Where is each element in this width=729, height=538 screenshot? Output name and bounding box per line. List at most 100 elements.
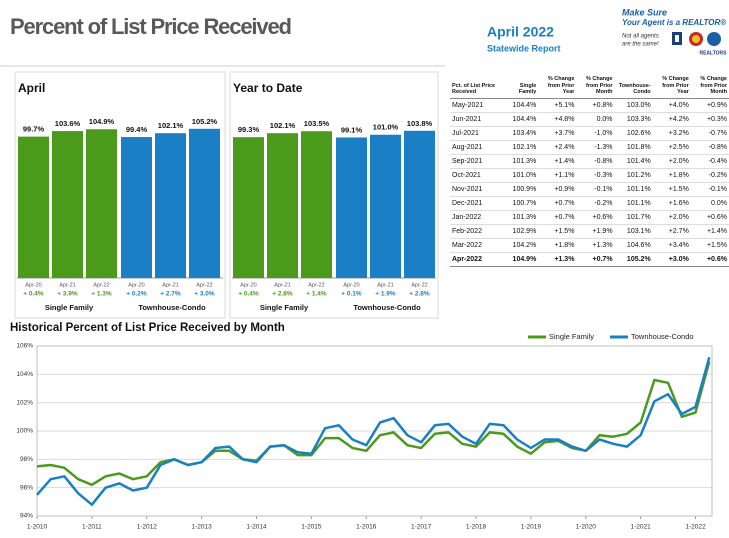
table-cell: -0.4% [690,154,729,169]
group-label: Single Family [45,303,94,312]
x-tick-label: 1-2020 [576,524,597,531]
table-cell: 102.1% [500,140,539,155]
x-tick-label: 1-2021 [631,524,652,531]
x-tick-label: 1-2018 [466,524,487,531]
table-cell: 101.3% [500,154,539,169]
table-cell: 101.1% [614,196,653,211]
table-cell: +1.4% [690,224,729,239]
table-cell: Dec-2021 [450,196,501,211]
table-cell: +0.6% [690,210,729,225]
table-cell: 103.1% [614,224,653,239]
table-cell: +3.2% [652,126,691,141]
value-label: 103.5% [304,119,330,128]
column-header: % Change from Prior Year [538,76,577,99]
change-label: + 2.8% [409,291,430,298]
table-cell: +0.7% [538,210,577,225]
table-cell: -0.7% [690,126,729,141]
column-header: % Change from Prior Year [652,76,691,99]
table-cell: -0.8% [690,140,729,155]
x-tick-label: 1-2013 [192,524,213,531]
table-cell: 104.9% [500,252,539,267]
table-cell: +1.1% [538,168,577,183]
table-cell: -0.3% [576,168,615,183]
category-label: Apr-22 [308,282,325,288]
bar [301,131,332,278]
x-tick-label: 1-2016 [356,524,377,531]
table-cell: +4.0% [652,98,691,113]
table-row: Jul-2021 103.4% +3.7% -1.0% 102.6% +3.2% -0.7% [450,126,729,141]
table-cell: 101.7% [614,210,653,225]
table-cell: +1.5% [690,238,729,253]
table-row: Nov-2021 100.9% +0.9% -0.1% 101.1% +1.5% -0.1% [450,182,729,197]
table-cell: +0.7% [538,196,577,211]
change-label: + 0.4% [23,291,44,298]
bar [404,130,435,278]
bar [155,133,186,278]
table-cell: 104.4% [500,98,539,113]
x-tick-label: 1-2015 [301,524,322,531]
table-cell: +5.1% [538,98,577,113]
chart-title: April [18,81,45,95]
bar [18,136,49,278]
x-tick-label: 1-2010 [27,524,48,531]
table-cell: Jun-2021 [450,112,501,127]
change-label: + 0.1% [341,291,362,298]
table-cell: +0.6% [576,210,615,225]
legend-label: Single Family [549,332,594,341]
bar [336,137,367,278]
table-row: Mar-2022 104.2% +1.8% +1.3% 104.6% +3.4% +1.5% [450,238,729,253]
table-cell: 103.4% [500,126,539,141]
table-row: Jun-2021 104.4% +4.8% 0.0% 103.3% +4.2% +0.3% [450,112,729,127]
value-label: 103.8% [407,119,433,128]
value-label: 102.1% [158,121,184,130]
table-cell: +2.0% [652,210,691,225]
table-cell: -0.2% [690,168,729,183]
table-cell: 104.2% [500,238,539,253]
category-label: Apr-20 [240,282,257,288]
table-cell: 102.9% [500,224,539,239]
table-row: Dec-2021 100.7% +0.7% -0.2% 101.1% +1.6% 0.0% [450,196,729,211]
logo-note: are the same! [622,42,659,48]
category-label: Apr-22 [411,282,428,288]
table-cell: Oct-2021 [450,168,501,183]
table-row: May-2021 104.4% +5.1% +0.8% 103.0% +4.0% +0.9% [450,98,729,113]
table-cell: Aug-2021 [450,140,501,155]
change-label: + 0.2% [126,291,147,298]
group-label: Townhouse-Condo [353,303,421,312]
table-cell: 100.9% [500,182,539,197]
x-tick-label: 1-2012 [137,524,158,531]
y-tick-label: 96% [20,484,33,491]
chart-title: Year to Date [233,81,303,95]
table-row: Sep-2021 101.3% +1.4% -0.8% 101.4% +2.0% -0.4% [450,154,729,169]
table-cell: 101.3% [500,210,539,225]
x-tick-label: 1-2022 [685,524,706,531]
table-cell: 101.4% [614,154,653,169]
category-label: Apr-20 [128,282,145,288]
table-cell: +0.9% [690,98,729,113]
change-label: + 3.9% [57,291,78,298]
change-label: + 1.4% [306,291,327,298]
x-tick-label: 1-2017 [411,524,432,531]
table-cell: +0.3% [690,112,729,127]
table-row: Oct-2021 101.0% +1.1% -0.3% 101.2% +1.8% -0.2% [450,168,729,183]
x-tick-label: 1-2011 [82,524,102,531]
category-label: Apr-20 [343,282,360,288]
table-cell: +1.5% [652,182,691,197]
table-cell: +1.3% [538,252,577,267]
column-header: % Change from Prior Month [576,76,615,99]
value-label: 102.1% [270,121,296,130]
header-row: Pct. of List Price Received Single Family… [450,76,729,99]
table-row: Aug-2021 102.1% +2.4% -1.3% 101.8% +2.5% -0.8% [450,140,729,155]
table-cell: -0.8% [576,154,615,169]
category-label: Apr-22 [196,282,213,288]
value-label: 104.9% [89,117,115,126]
logo-icon [675,35,679,42]
table-cell: 102.6% [614,126,653,141]
table-cell: -1.3% [576,140,615,155]
table-cell: 101.8% [614,140,653,155]
table-row: Feb-2022 102.9% +1.5% +1.9% 103.1% +2.7% +1.4% [450,224,729,239]
table-cell: 101.2% [614,168,653,183]
table-cell: 103.0% [614,98,653,113]
y-tick-label: 100% [16,428,33,435]
y-tick-label: 104% [16,371,33,378]
